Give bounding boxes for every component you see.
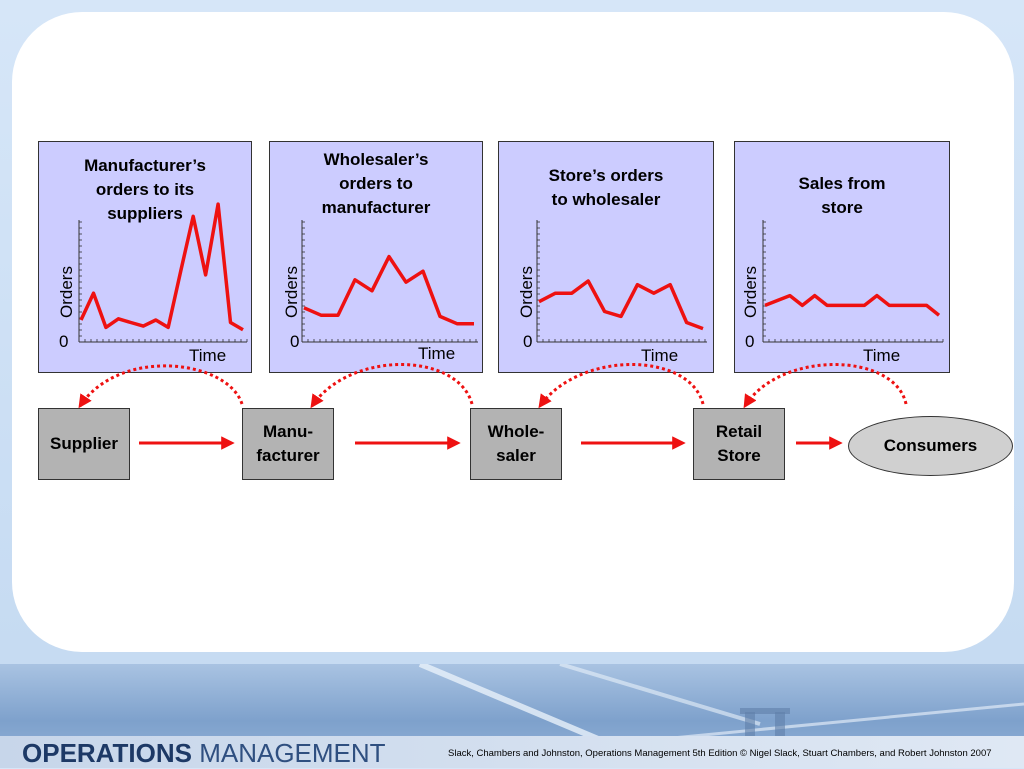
consumers-label: Consumers [883,436,978,455]
consumers-ellipse: Consumers [848,416,1013,476]
orders-series-line [538,279,704,331]
panel-wholesaler-orders: Wholesaler’s orders to manufacturer Orde… [269,141,483,373]
x-axis-label: Time [863,346,901,365]
panel-chart [78,202,248,343]
supplier-box: Supplier [38,408,130,480]
x-axis-label: Time [189,346,227,365]
panel-title: Wholesaler’s orders to manufacturer [321,150,431,217]
brand-light: MANAGEMENT [199,738,386,768]
panel-title: Store’s orders to wholesaler [548,166,664,209]
panel-store-orders: Store’s orders to wholesaler Orders 0 Ti… [498,141,714,373]
panel-chart [301,220,478,343]
origin-label: 0 [523,332,533,351]
manufacturer-label: Manu- facturer [256,422,320,465]
brand-bold: OPERATIONS [22,738,192,768]
panel-chart [762,220,944,343]
brand-logo: OPERATIONS MANAGEMENT [22,738,386,769]
orders-series-line [79,202,244,332]
origin-label: 0 [290,332,300,351]
retail-store-label: Retail Store [715,422,763,465]
retail-store-box: Retail Store [693,408,785,480]
wholesaler-box: Whole- saler [470,408,562,480]
wholesaler-label: Whole- saler [487,422,545,465]
orders-series-line [764,293,941,317]
origin-label: 0 [59,332,69,351]
orders-series-line [303,254,474,326]
panel-store-sales: Sales from store Orders 0 Time [734,141,950,373]
panel-manufacturer-orders: Manufacturer’s orders to its suppliers O… [38,141,252,373]
x-axis-label: Time [641,346,679,365]
footer-bar [0,736,1024,768]
origin-label: 0 [745,332,755,351]
footer-credit: Slack, Chambers and Johnston, Operations… [448,748,992,759]
x-axis-label: Time [418,344,456,363]
panel-title: Sales from store [798,174,886,217]
supplier-label: Supplier [49,434,118,453]
panel-title: Manufacturer’s orders to its suppliers [84,156,206,223]
manufacturer-box: Manu- facturer [242,408,334,480]
panel-chart [536,220,707,343]
